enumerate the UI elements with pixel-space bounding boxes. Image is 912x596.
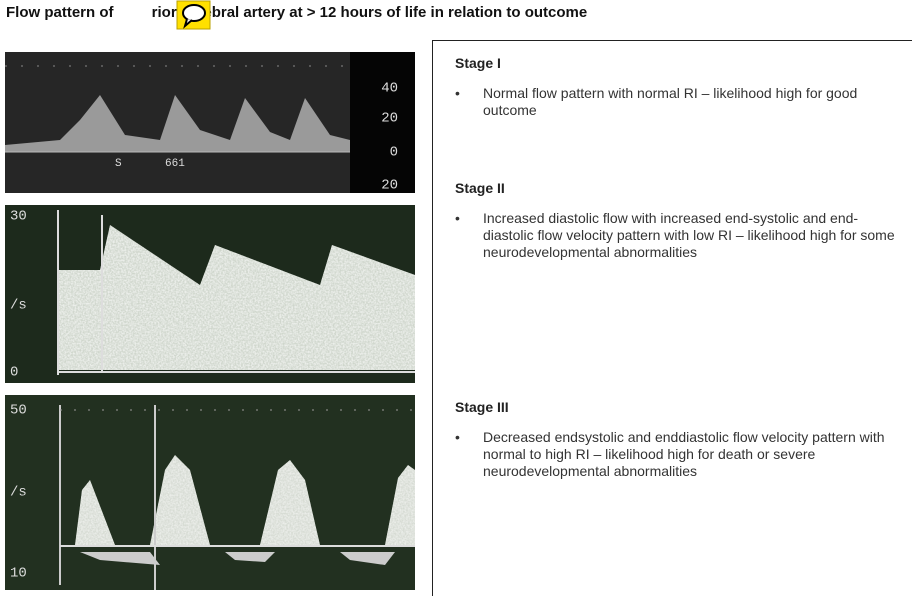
comment-icon[interactable] xyxy=(176,0,212,30)
image-label: 0 xyxy=(10,365,18,381)
image-label: 10 xyxy=(10,566,27,582)
doppler-image-1: 40 20 0 20 S 661 xyxy=(5,52,415,194)
stage-heading: Stage II xyxy=(455,180,505,196)
title-text: Flow pattern of xyxy=(6,4,114,21)
stage: Stage I Normal flow pattern with normal … xyxy=(455,55,908,119)
stage-bullet: Decreased endsystolic and enddiastolic f… xyxy=(455,429,908,480)
doppler-image-2: 30 /s 0 xyxy=(5,205,415,383)
stage-bullet: Increased diastolic flow with increased … xyxy=(455,210,908,261)
doppler-images: 40 20 0 20 S 661 30 /s 0 50 /s 10 xyxy=(5,52,415,590)
title: Flow pattern of rior cerebral artery at … xyxy=(6,4,587,21)
image-label: 20 xyxy=(381,178,398,194)
image-label: 50 xyxy=(10,403,27,419)
image-label: 0 xyxy=(390,145,398,161)
image-label: /s xyxy=(10,485,27,501)
image-label: 20 xyxy=(381,111,398,127)
stage-heading: Stage I xyxy=(455,55,501,71)
stage-bullet: Normal flow pattern with normal RI – lik… xyxy=(455,85,908,119)
image-label: 40 xyxy=(381,81,398,97)
stage-panel: Stage I Normal flow pattern with normal … xyxy=(432,40,912,596)
title-text: rior cerebral artery at > 12 hours of li… xyxy=(151,4,588,21)
image-label: S xyxy=(115,158,122,170)
image-label: /s xyxy=(10,298,27,314)
image-label: 30 xyxy=(10,209,27,225)
stage: Stage II Increased diastolic flow with i… xyxy=(455,180,908,261)
doppler-image-3: 50 /s 10 xyxy=(5,395,415,590)
image-label: 661 xyxy=(165,158,185,170)
stage-heading: Stage III xyxy=(455,399,509,415)
stage: Stage III Decreased endsystolic and endd… xyxy=(455,399,908,480)
